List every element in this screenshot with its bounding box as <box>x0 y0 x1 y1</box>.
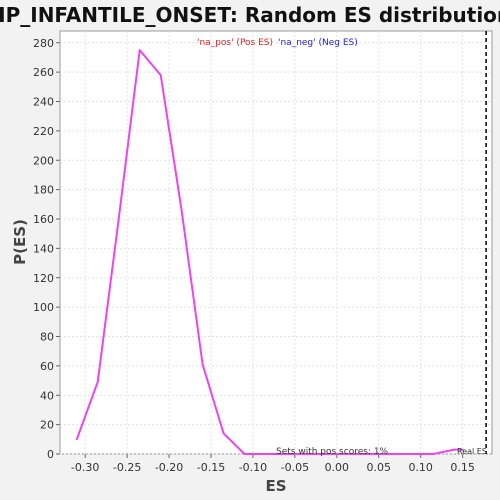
legend-entry-pos: 'na_pos' (Pos ES) <box>197 38 273 48</box>
data-point <box>138 49 141 51</box>
y-tick-label: 160 <box>33 213 54 226</box>
data-point <box>432 453 435 455</box>
grid <box>60 31 492 455</box>
plot-area <box>59 30 493 455</box>
y-tick-label: 80 <box>40 331 54 344</box>
data-point <box>222 432 225 435</box>
pos-score-annotation: Sets with pos scores: 1% <box>276 447 389 457</box>
data-point <box>264 453 267 455</box>
x-tick-label: 0.05 <box>367 461 392 474</box>
data-point <box>369 453 372 455</box>
data-point <box>159 74 162 76</box>
x-tick-label: -0.30 <box>71 461 99 474</box>
x-tick-label: -0.15 <box>197 461 225 474</box>
x-tick-label: -0.20 <box>155 461 183 474</box>
x-axis-label: ES <box>265 477 286 495</box>
x-tick-label: -0.10 <box>239 461 267 474</box>
y-tick-label: 60 <box>40 360 54 373</box>
axes: 0 20 40 60 80 100 120 140 160 180 200 220 240 260 280 -… <box>33 37 475 474</box>
data-point <box>243 453 246 455</box>
y-axis-label: P(ES) <box>11 219 29 265</box>
data-point <box>285 453 288 455</box>
data-point <box>201 363 204 366</box>
y-tick-label: 200 <box>33 154 54 167</box>
y-tick-label: 20 <box>40 419 54 432</box>
x-tick-label: -0.25 <box>113 461 141 474</box>
chart-title: HP_INFANTILE_ONSET: Random ES distributi… <box>0 3 500 27</box>
legend-entry-neg: 'na_neg' (Neg ES) <box>278 38 358 48</box>
data-point <box>75 438 78 441</box>
real-es-label: Real ES <box>457 447 487 456</box>
x-tick-label: 0.15 <box>450 461 475 474</box>
data-point <box>461 448 464 451</box>
y-tick-label: 260 <box>33 66 54 79</box>
data-point <box>306 453 309 455</box>
data-point <box>453 448 456 451</box>
data-point <box>327 453 330 455</box>
y-tick-label: 180 <box>33 184 54 197</box>
x-tick-label: 0.00 <box>325 461 350 474</box>
y-tick-label: 40 <box>40 389 54 402</box>
y-tick-label: 100 <box>33 301 54 314</box>
es-distribution-line <box>75 49 463 455</box>
data-point <box>96 381 99 383</box>
x-tick-label: -0.05 <box>281 461 309 474</box>
series-layer <box>75 31 487 455</box>
data-point <box>117 218 120 220</box>
x-tick-label: 0.10 <box>408 461 433 474</box>
y-tick-label: 0 <box>47 448 54 461</box>
data-point <box>348 453 351 455</box>
data-point <box>411 453 414 455</box>
data-point <box>180 209 183 212</box>
data-point <box>390 453 393 455</box>
y-tick-label: 280 <box>33 37 54 50</box>
y-tick-label: 240 <box>33 96 54 109</box>
y-tick-label: 140 <box>33 242 54 255</box>
y-tick-label: 220 <box>33 125 54 138</box>
y-tick-label: 120 <box>33 272 54 285</box>
